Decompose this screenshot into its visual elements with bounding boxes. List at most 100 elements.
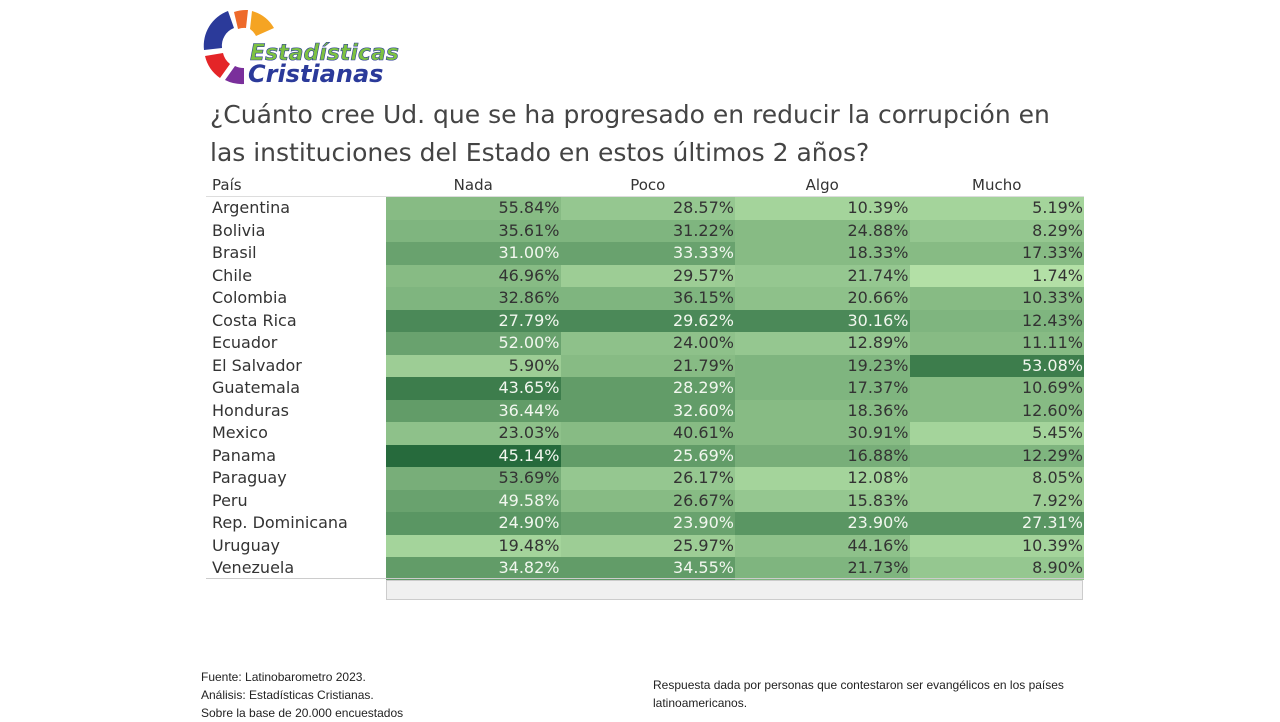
heatmap-cell-algo: 23.90% [735, 512, 910, 535]
heatmap-cell-poco: 23.90% [560, 512, 735, 535]
heatmap-cell-algo: 10.39% [735, 197, 910, 220]
table-row: Peru 49.58% 26.67% 15.83% 7.92% [206, 489, 1084, 512]
table-row: Guatemala 43.65% 28.29% 17.37% 10.69% [206, 377, 1084, 400]
header-nada: Nada [453, 176, 493, 194]
heatmap-cell-algo: 19.23% [735, 354, 910, 377]
heatmap-cell-algo: 18.33% [735, 242, 910, 265]
heatmap-cell-nada: 34.82% [386, 557, 561, 580]
heatmap-cell-nada: 43.65% [386, 377, 561, 400]
heatmap-cell-mucho: 8.29% [909, 219, 1084, 242]
country-label: Costa Rica [212, 310, 297, 330]
table-row: Brasil 31.00% 33.33% 18.33% 17.33% [206, 242, 1084, 265]
heatmap-cell-nada: 53.69% [386, 467, 561, 490]
header-mucho: Mucho [972, 176, 1022, 194]
heatmap-cell-algo: 18.36% [735, 399, 910, 422]
heatmap-cell-mucho: 5.19% [909, 197, 1084, 220]
country-label: Venezuela [212, 558, 295, 577]
header-poco: Poco [630, 176, 666, 194]
heatmap-cell-mucho: 12.29% [909, 444, 1084, 467]
heatmap-cell-algo: 16.88% [735, 444, 910, 467]
table-row: Bolivia 35.61% 31.22% 24.88% 8.29% [206, 219, 1084, 242]
horizontal-scrollbar[interactable] [386, 580, 1083, 600]
heatmap-cell-algo: 44.16% [735, 534, 910, 557]
svg-text:Estadísticas: Estadísticas [250, 41, 399, 66]
logo: Estadísticas Cristianas [198, 8, 438, 88]
svg-text:Cristianas: Cristianas [248, 60, 383, 88]
heatmap-cell-mucho: 10.69% [909, 377, 1084, 400]
heatmap-cell-poco: 31.22% [560, 219, 735, 242]
heatmap-cell-mucho: 7.92% [909, 489, 1084, 512]
heatmap-cell-mucho: 8.90% [909, 557, 1084, 580]
heatmap-cell-nada: 35.61% [386, 219, 561, 242]
country-label: Mexico [212, 423, 268, 442]
heatmap-cell-poco: 29.57% [560, 264, 735, 287]
header-algo: Algo [805, 176, 839, 194]
heatmap-cell-nada: 45.14% [386, 444, 561, 467]
heatmap-cell-algo: 24.88% [735, 219, 910, 242]
heatmap-cell-mucho: 12.43% [909, 309, 1084, 332]
heatmap-cell-mucho: 53.08% [909, 354, 1084, 377]
heatmap-cell-poco: 32.60% [560, 399, 735, 422]
heatmap-cell-nada: 27.79% [386, 309, 561, 332]
heatmap-cell-nada: 19.48% [386, 534, 561, 557]
heatmap-cell-mucho: 10.39% [909, 534, 1084, 557]
heatmap-cell-nada: 32.86% [386, 287, 561, 310]
heatmap-cell-poco: 26.17% [560, 467, 735, 490]
heatmap-cell-mucho: 27.31% [909, 512, 1084, 535]
heatmap-cell-mucho: 1.74% [909, 264, 1084, 287]
heatmap-cell-poco: 34.55% [560, 557, 735, 580]
source-text: Fuente: Latinobarometro 2023. [201, 670, 366, 684]
table-row: Uruguay 19.48% 25.97% 44.16% 10.39% [206, 534, 1084, 557]
table-row: Colombia 32.86% 36.15% 20.66% 10.33% [206, 287, 1084, 310]
footer-source: Fuente: Latinobarometro 2023. Análisis: … [201, 668, 403, 722]
country-label: Colombia [212, 288, 288, 307]
heatmap-cell-nada: 5.90% [386, 354, 561, 377]
country-label: Uruguay [212, 535, 280, 555]
heatmap-cell-algo: 20.66% [735, 287, 910, 310]
country-label: Panama [212, 445, 277, 465]
country-label: Argentina [212, 198, 291, 217]
heatmap-cell-algo: 21.74% [735, 264, 910, 287]
table-row: Paraguay 53.69% 26.17% 12.08% 8.05% [206, 467, 1084, 490]
table-row: Chile 46.96% 29.57% 21.74% 1.74% [206, 264, 1084, 287]
heatmap-cell-algo: 12.89% [735, 332, 910, 355]
country-label: Honduras [212, 400, 289, 420]
heatmap-cell-algo: 30.91% [735, 422, 910, 445]
table-row: El Salvador 5.90% 21.79% 19.23% 53.08% [206, 354, 1084, 377]
heatmap-cell-algo: 15.83% [735, 489, 910, 512]
heatmap-cell-poco: 25.69% [560, 444, 735, 467]
heatmap-cell-mucho: 17.33% [909, 242, 1084, 265]
heatmap-cell-algo: 12.08% [735, 467, 910, 490]
footer-note: Respuesta dada por personas que contesta… [653, 678, 1064, 710]
heatmap-table: País Nada Poco Algo Mucho Argentina 55.84… [206, 176, 1084, 580]
heatmap-cell-poco: 28.57% [560, 197, 735, 220]
country-label: Bolivia [212, 220, 266, 240]
chart-title: ¿Cuánto cree Ud. que se ha progresado en… [210, 100, 1050, 167]
table-row: Panama 45.14% 25.69% 16.88% 12.29% [206, 444, 1084, 467]
heatmap-cell-nada: 36.44% [386, 399, 561, 422]
country-label: Ecuador [212, 333, 278, 352]
table-row: Honduras 36.44% 32.60% 18.36% 12.60% [206, 399, 1084, 422]
country-label: Chile [212, 265, 253, 285]
divider [206, 578, 1084, 579]
country-label: Paraguay [212, 468, 287, 487]
heatmap-cell-algo: 17.37% [735, 377, 910, 400]
table-row: Argentina 55.84% 28.57% 10.39% 5.19% [206, 197, 1084, 220]
heatmap-cell-nada: 55.84% [386, 197, 561, 220]
heatmap-cell-nada: 24.90% [386, 512, 561, 535]
country-label: Rep. Dominicana [212, 513, 348, 532]
heatmap-cell-nada: 23.03% [386, 422, 561, 445]
heatmap-cell-nada: 31.00% [386, 242, 561, 265]
base-text: Sobre la base de 20.000 encuestados [201, 706, 404, 720]
heatmap-cell-poco: 21.79% [560, 354, 735, 377]
heatmap-cell-poco: 24.00% [560, 332, 735, 355]
heatmap-cell-poco: 25.97% [560, 534, 735, 557]
heatmap-cell-poco: 40.61% [560, 422, 735, 445]
table-row: Mexico 23.03% 40.61% 30.91% 5.45% [206, 422, 1084, 445]
country-label: El Salvador [212, 355, 302, 375]
heatmap-cell-algo: 30.16% [735, 309, 910, 332]
heatmap-cell-mucho: 12.60% [909, 399, 1084, 422]
table-row: Venezuela 34.82% 34.55% 21.73% 8.90% [206, 557, 1084, 580]
heatmap-cell-poco: 28.29% [560, 377, 735, 400]
heatmap-cell-poco: 26.67% [560, 489, 735, 512]
